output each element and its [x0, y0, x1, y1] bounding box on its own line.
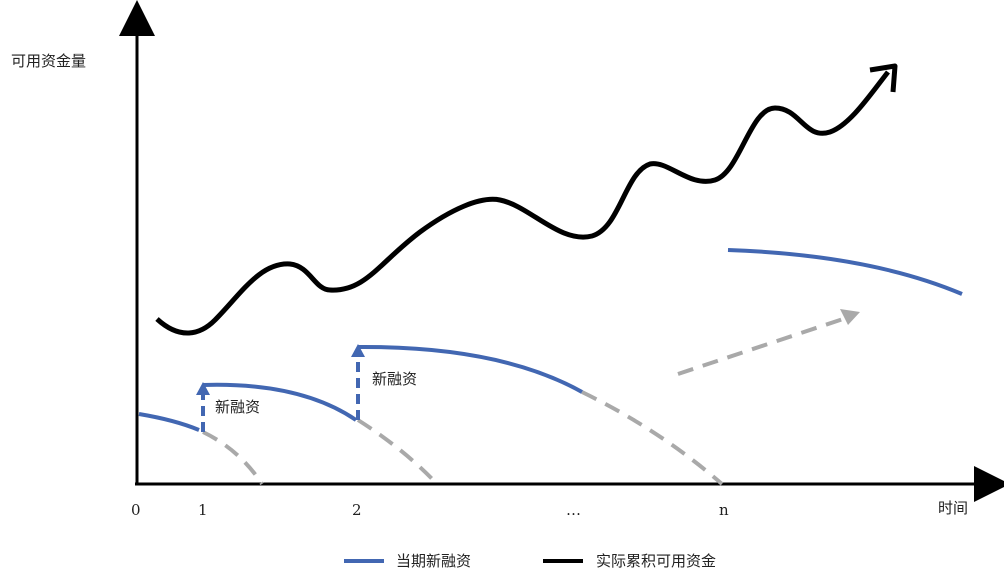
legend-label-cumulative: 实际累积可用资金 [596, 552, 716, 570]
financing-segment-n [727, 248, 963, 296]
annotation-new-financing-2: 新融资 [372, 370, 417, 388]
x-tick-0: 0 [131, 501, 141, 519]
annotation-new-financing-1: 新融资 [215, 398, 260, 416]
financing-jumps [196, 344, 365, 432]
legend: 当期新融资 实际累积可用资金 [344, 552, 716, 570]
financing-segment-1 [202, 382, 358, 422]
growth-projection-arrow-head [840, 309, 860, 325]
financing-segment-2 [357, 344, 583, 394]
financing-segment-0 [138, 412, 200, 432]
decay-projection-3 [581, 390, 724, 486]
decay-projection-1 [202, 430, 264, 486]
jump-2-arrowhead [351, 344, 365, 357]
x-axis-label: 时间 [938, 499, 968, 517]
growth-projection-arrow [677, 314, 853, 376]
new-financing-curves [138, 248, 963, 432]
x-tick-ellipsis: … [566, 501, 581, 519]
y-axis-label: 可用资金量 [11, 52, 86, 70]
x-tick-n: n [719, 501, 729, 519]
x-tick-2: 2 [352, 501, 362, 519]
legend-label-new-financing: 当期新融资 [396, 552, 471, 570]
cumulative-funds-arrowhead [869, 63, 898, 93]
decay-projection-2 [356, 418, 439, 486]
decay-projections [202, 390, 724, 486]
cumulative-funds-curve [155, 70, 890, 336]
jump-1-arrowhead [196, 382, 210, 395]
x-tick-1: 1 [198, 501, 208, 519]
